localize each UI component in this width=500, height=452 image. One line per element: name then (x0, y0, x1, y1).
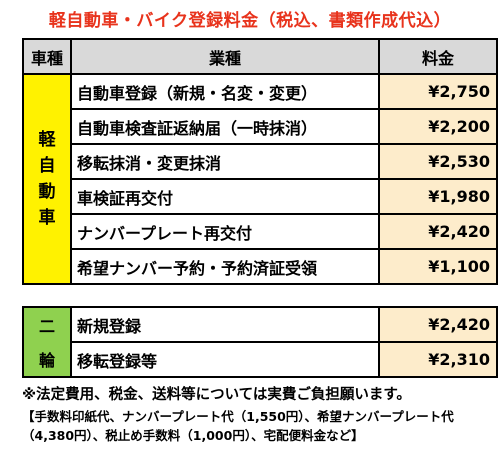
table-row: 希望ナンバー予約・予約済証受領 ¥1,100 (23, 248, 498, 285)
note-actual-costs: ※法定費用、税金、送料等については実費ご負担願います。 (22, 387, 411, 403)
table-row: 二 新規登録 ¥2,420 (22, 306, 498, 343)
fee-cell: ¥2,750 (378, 73, 498, 110)
note-cost-details: 【手数料印紙代、ナンバープレート代（1,550円）、希望ナンバープレート代（4,… (22, 409, 454, 443)
service-cell: ナンバープレート再交付 (70, 213, 380, 250)
header-fee: 料金 (378, 38, 498, 75)
service-cell: 車検証再交付 (70, 178, 380, 215)
service-cell: 移転抹消・変更抹消 (70, 143, 380, 180)
table-row: 車検証再交付 ¥1,980 (23, 178, 498, 215)
category-kei: 軽自動車 (22, 73, 72, 285)
table-row: 輪 移転登録等 ¥2,310 (22, 341, 498, 378)
fee-cell: ¥2,200 (378, 108, 498, 145)
fee-cell: ¥1,100 (378, 248, 498, 285)
fee-cell: ¥2,530 (378, 143, 498, 180)
table-header-row: 車種 業種 料金 (22, 38, 498, 75)
fee-cell: ¥2,420 (378, 306, 498, 343)
table-row: 移転抹消・変更抹消 ¥2,530 (23, 143, 498, 180)
fee-cell: ¥1,980 (378, 178, 498, 215)
table-row: 自動車検査証返納届（一時抹消） ¥2,200 (23, 108, 498, 145)
service-cell: 移転登録等 (70, 341, 380, 378)
service-cell: 自動車検査証返納届（一時抹消） (70, 108, 380, 145)
header-service: 業種 (70, 38, 380, 75)
page-title: 軽自動車・バイク登録料金（税込、書類作成代込） (48, 11, 452, 31)
service-cell: 自動車登録（新規・名変・変更） (70, 73, 380, 110)
header-category: 車種 (22, 38, 72, 75)
fee-cell: ¥2,420 (378, 213, 498, 250)
fee-cell: ¥2,310 (378, 341, 498, 378)
table-row: ナンバープレート再交付 ¥2,420 (23, 213, 498, 250)
category-nirin-top: 二 (22, 306, 72, 342)
kei-fee-table: 車種 業種 料金 軽自動車 自動車登録（新規・名変・変更） ¥2,750 自動車… (22, 38, 498, 285)
service-cell: 希望ナンバー予約・予約済証受領 (70, 248, 380, 285)
table-row: 軽自動車 自動車登録（新規・名変・変更） ¥2,750 (22, 73, 498, 285)
category-nirin-bottom: 輪 (22, 342, 72, 378)
category-kei-label: 軽自動車 (38, 130, 56, 228)
nirin-fee-table: 二 新規登録 ¥2,420 輪 移転登録等 ¥2,310 (22, 306, 498, 378)
service-cell: 新規登録 (70, 306, 380, 343)
